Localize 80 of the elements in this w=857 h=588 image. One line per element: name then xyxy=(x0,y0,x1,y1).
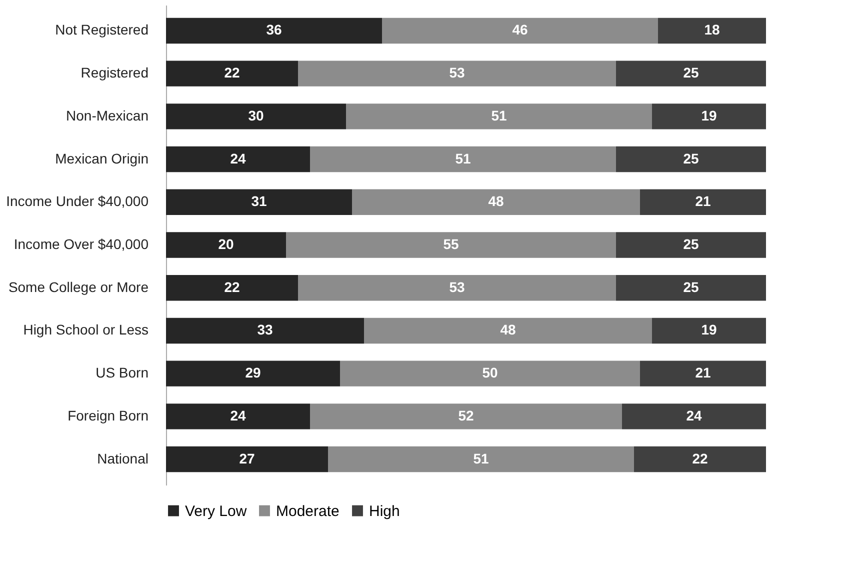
bar xyxy=(166,189,352,215)
data-label: 24 xyxy=(230,150,246,166)
data-label: 24 xyxy=(686,407,702,424)
data-label: 19 xyxy=(701,322,717,338)
bar xyxy=(166,104,346,130)
data-label: 22 xyxy=(692,450,708,466)
data-label: 29 xyxy=(245,364,261,381)
data-label: 20 xyxy=(218,236,234,252)
bar xyxy=(286,232,616,258)
bar xyxy=(382,18,658,44)
data-label: 27 xyxy=(239,450,255,466)
data-label: 25 xyxy=(683,278,699,295)
bar xyxy=(634,446,766,472)
data-label: 50 xyxy=(482,364,498,381)
y-tick-label: High School or Less xyxy=(23,322,148,338)
data-label: 22 xyxy=(224,64,240,81)
data-label: 25 xyxy=(683,64,699,81)
data-label: 30 xyxy=(248,107,264,124)
data-label: 22 xyxy=(224,278,240,295)
data-label: 55 xyxy=(443,236,459,252)
bar xyxy=(328,446,634,472)
data-label: 46 xyxy=(512,22,528,38)
legend-label: High xyxy=(369,502,400,520)
bar xyxy=(364,318,652,344)
data-label: 36 xyxy=(266,22,282,38)
bar xyxy=(166,446,328,472)
bar xyxy=(298,275,616,301)
data-label: 24 xyxy=(230,407,246,424)
bar xyxy=(352,189,640,215)
data-label: 53 xyxy=(449,278,465,295)
bar xyxy=(652,318,766,344)
data-label: 31 xyxy=(251,193,267,210)
data-label: 48 xyxy=(488,193,504,210)
data-label: 53 xyxy=(449,64,465,81)
bar xyxy=(616,232,766,258)
data-label: 51 xyxy=(455,150,471,166)
legend-label: Moderate xyxy=(276,502,340,520)
data-label: 18 xyxy=(704,22,720,38)
bar xyxy=(166,146,310,172)
data-label: 48 xyxy=(500,322,516,338)
bar xyxy=(616,275,766,301)
y-tick-label: Mexican Origin xyxy=(55,150,148,166)
bar xyxy=(166,275,298,301)
data-label: 21 xyxy=(695,364,711,381)
bar xyxy=(640,189,766,215)
bar xyxy=(340,360,640,386)
data-label: 25 xyxy=(683,150,699,166)
y-tick-label: Non-Mexican xyxy=(66,107,148,124)
bar xyxy=(166,404,310,430)
bar xyxy=(310,404,622,430)
y-tick-label: Income Under $40,000 xyxy=(6,193,149,210)
data-label: 21 xyxy=(695,193,711,210)
y-tick-label: Income Over $40,000 xyxy=(14,236,149,252)
bar xyxy=(166,232,286,258)
bar xyxy=(616,60,766,86)
bar xyxy=(166,60,298,86)
bar xyxy=(346,104,652,130)
bar xyxy=(658,18,766,44)
y-tick-label: Not Registered xyxy=(55,22,148,38)
y-tick-label: Some College or More xyxy=(8,278,149,295)
legend-label: Very Low xyxy=(185,502,247,520)
bar xyxy=(166,360,340,386)
data-label: 51 xyxy=(491,107,507,124)
data-label: 33 xyxy=(257,322,273,338)
data-label: 52 xyxy=(458,407,474,424)
y-tick-label: US Born xyxy=(96,364,148,381)
bar xyxy=(616,146,766,172)
data-label: 25 xyxy=(683,236,699,252)
y-tick-label: National xyxy=(97,450,148,466)
bar xyxy=(166,318,364,344)
bar xyxy=(640,360,766,386)
data-label: 51 xyxy=(473,450,489,466)
y-tick-label: Foreign Born xyxy=(68,407,148,424)
bar xyxy=(310,146,616,172)
y-tick-label: Registered xyxy=(80,64,148,81)
bar xyxy=(652,104,766,130)
bar xyxy=(622,404,766,430)
bar xyxy=(298,60,616,86)
data-label: 19 xyxy=(701,107,717,124)
bar xyxy=(166,18,382,44)
